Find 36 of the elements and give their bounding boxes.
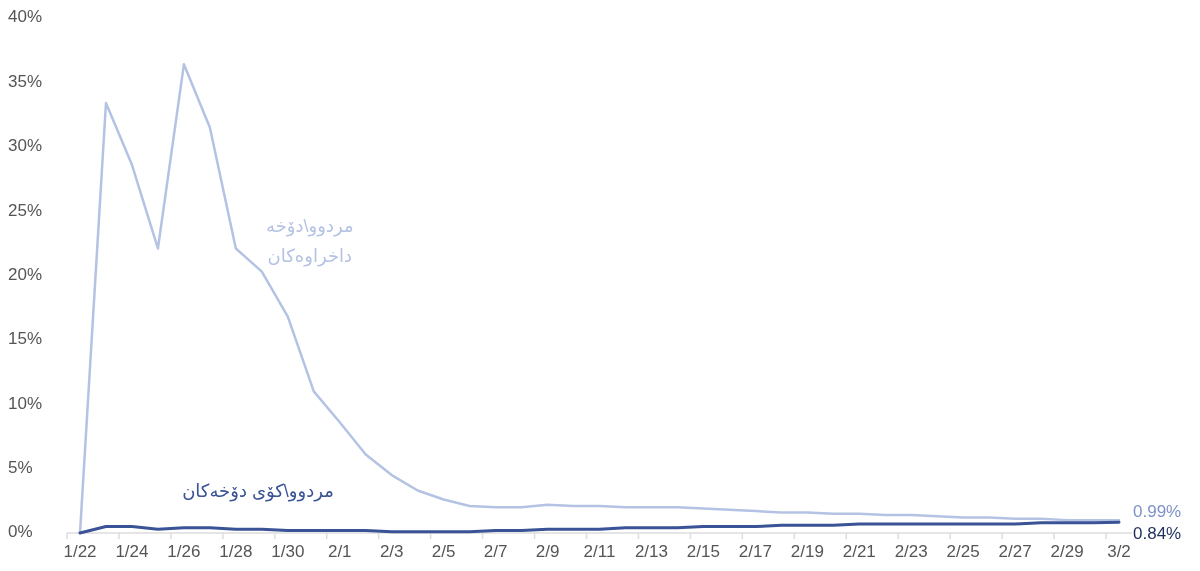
y-tick-label: 20% [8,264,43,284]
x-tick-label: 3/2 [1107,542,1131,561]
x-tick-label: 2/13 [634,542,668,561]
line-series [78,63,1121,535]
x-tick-label: 2/25 [946,542,980,561]
x-tick-label: 2/21 [842,542,876,561]
y-tick-label: 25% [8,200,43,220]
x-tick-label: 2/15 [686,542,720,561]
x-tick-label: 1/24 [115,542,149,561]
x-tick-label: 1/30 [271,542,305,561]
y-tick-label: 0% [8,522,33,542]
x-tick-label: 1/26 [167,542,201,561]
series-label: مردوو\کۆی دۆخەکان [182,481,334,502]
x-tick-label: 2/11 [583,542,616,561]
data-label: 0.84% [1133,523,1182,543]
data-label: 0.99% [1133,501,1182,521]
x-tick-label: 2/7 [483,542,508,561]
x-tick-label: 2/19 [790,542,824,561]
x-tick-label: 2/27 [998,542,1032,561]
y-tick-label: 10% [8,393,43,413]
y-tick-label: 15% [8,329,43,349]
y-tick-label: 35% [8,71,43,91]
x-tick-label: 2/29 [1050,542,1084,561]
x-tick-label: 2/23 [894,542,928,561]
x-tick-label: 1/22 [63,542,97,561]
x-tick-label: 2/3 [379,542,404,561]
y-tick-label: 5% [8,458,33,478]
x-tick-label: 1/28 [219,542,253,561]
y-tick-label: 40% [8,7,43,27]
x-tick-label: 2/1 [327,542,352,561]
y-tick-label: 30% [8,136,43,156]
line-series [78,520,1121,535]
x-tick-label: 2/17 [738,542,772,561]
x-tick-label: 2/9 [535,542,560,561]
series-label: مردوو\دۆخە داخراوەکان [266,215,354,267]
x-tick-label: 2/5 [431,542,456,561]
